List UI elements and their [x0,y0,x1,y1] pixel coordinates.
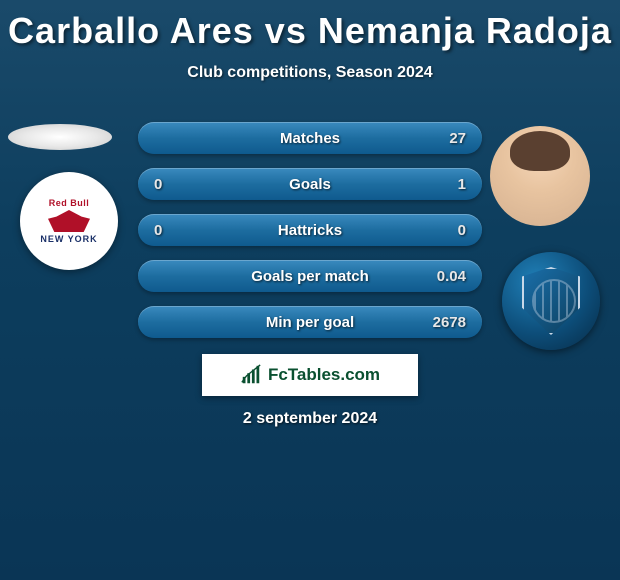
page-subtitle: Club competitions, Season 2024 [0,64,620,82]
player-right-avatar [490,126,590,226]
stat-label: Goals [204,176,416,193]
club-right-badge [502,252,600,350]
brand-badge: FcTables.com [202,354,418,396]
brand-text: FcTables.com [268,365,380,385]
stat-label: Min per goal [204,314,416,331]
player-left-avatar [8,124,112,150]
page-title: Carballo Ares vs Nemanja Radoja [0,0,620,52]
stat-right-value: 0.04 [416,268,466,285]
stats-table: Matches 27 0 Goals 1 0 Hattricks 0 Goals… [138,122,482,352]
date-text: 2 september 2024 [0,410,620,428]
club-left-top-text: Red Bull [49,198,90,208]
stat-label: Goals per match [204,268,416,285]
stat-label: Matches [204,130,416,147]
club-left-badge: Red Bull NEW YORK [20,172,118,270]
sporting-shield-icon [522,267,580,335]
stat-right-value: 0 [416,222,466,239]
stat-row: Goals per match 0.04 [138,260,482,292]
stat-row: 0 Goals 1 [138,168,482,200]
redbull-icon [48,210,90,232]
stat-right-value: 2678 [416,314,466,331]
stat-row: Min per goal 2678 [138,306,482,338]
stat-row: Matches 27 [138,122,482,154]
bar-chart-icon [240,364,262,386]
stat-left-value: 0 [154,222,204,239]
stat-row: 0 Hattricks 0 [138,214,482,246]
stat-label: Hattricks [204,222,416,239]
club-left-bottom-text: NEW YORK [40,234,97,244]
stat-right-value: 27 [416,130,466,147]
stat-left-value: 0 [154,176,204,193]
stat-right-value: 1 [416,176,466,193]
